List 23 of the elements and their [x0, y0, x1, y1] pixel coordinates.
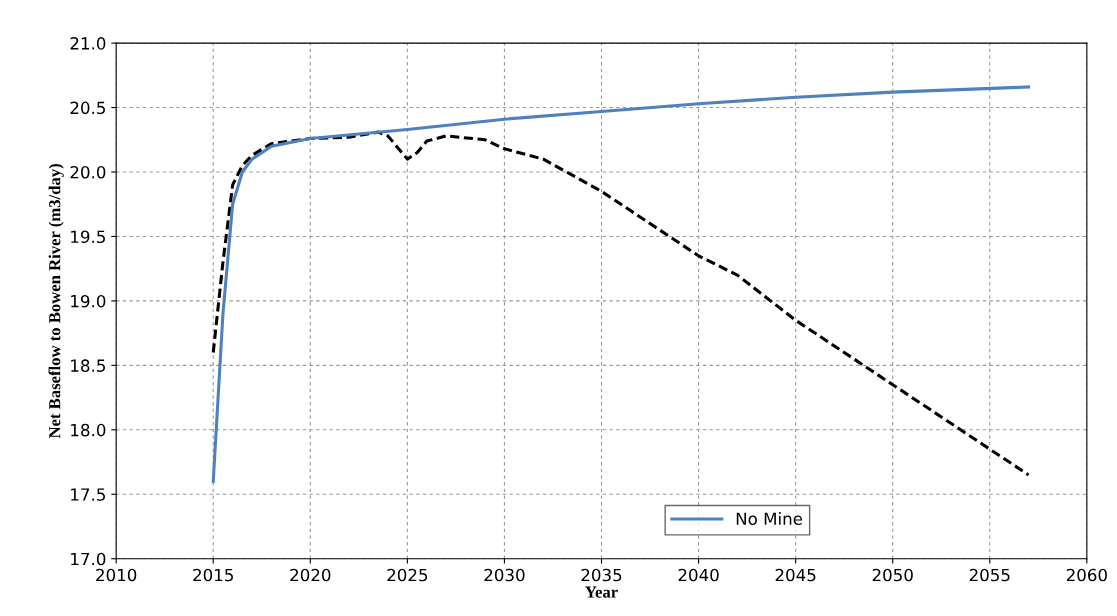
x-tick-label: 2020: [290, 568, 331, 582]
y-tick-label: 20.5: [70, 101, 105, 115]
x-tick-label: 2030: [484, 568, 525, 582]
y-tick-label: 19.0: [71, 294, 106, 308]
y-tick-label: 18.0: [71, 423, 106, 437]
y-tick-label: 19.5: [71, 230, 105, 244]
y-tick-label: 18.5: [71, 359, 105, 372]
x-tick-label: 2010: [96, 568, 137, 582]
x-tick-label: 2045: [775, 568, 816, 582]
x-axis-title: Year: [585, 586, 618, 598]
y-tick-label: 21.0: [70, 37, 106, 50]
legend-label: No Mine: [736, 512, 803, 526]
y-tick-label: 17.0: [71, 552, 106, 566]
y-axis-title: Net Baseflow to Bowen River (m3/day): [48, 164, 64, 439]
x-tick-label: 2060: [1066, 568, 1107, 582]
x-tick-label: 2055: [969, 568, 1010, 582]
x-tick-label: 2025: [387, 568, 428, 582]
x-tick-label: 2015: [193, 568, 233, 582]
y-tick-label: 20.0: [70, 165, 106, 179]
x-tick-label: 2040: [678, 568, 719, 582]
x-tick-label: 2050: [872, 568, 913, 582]
x-tick-label: 2035: [581, 568, 622, 582]
y-tick-label: 17.5: [71, 488, 105, 501]
